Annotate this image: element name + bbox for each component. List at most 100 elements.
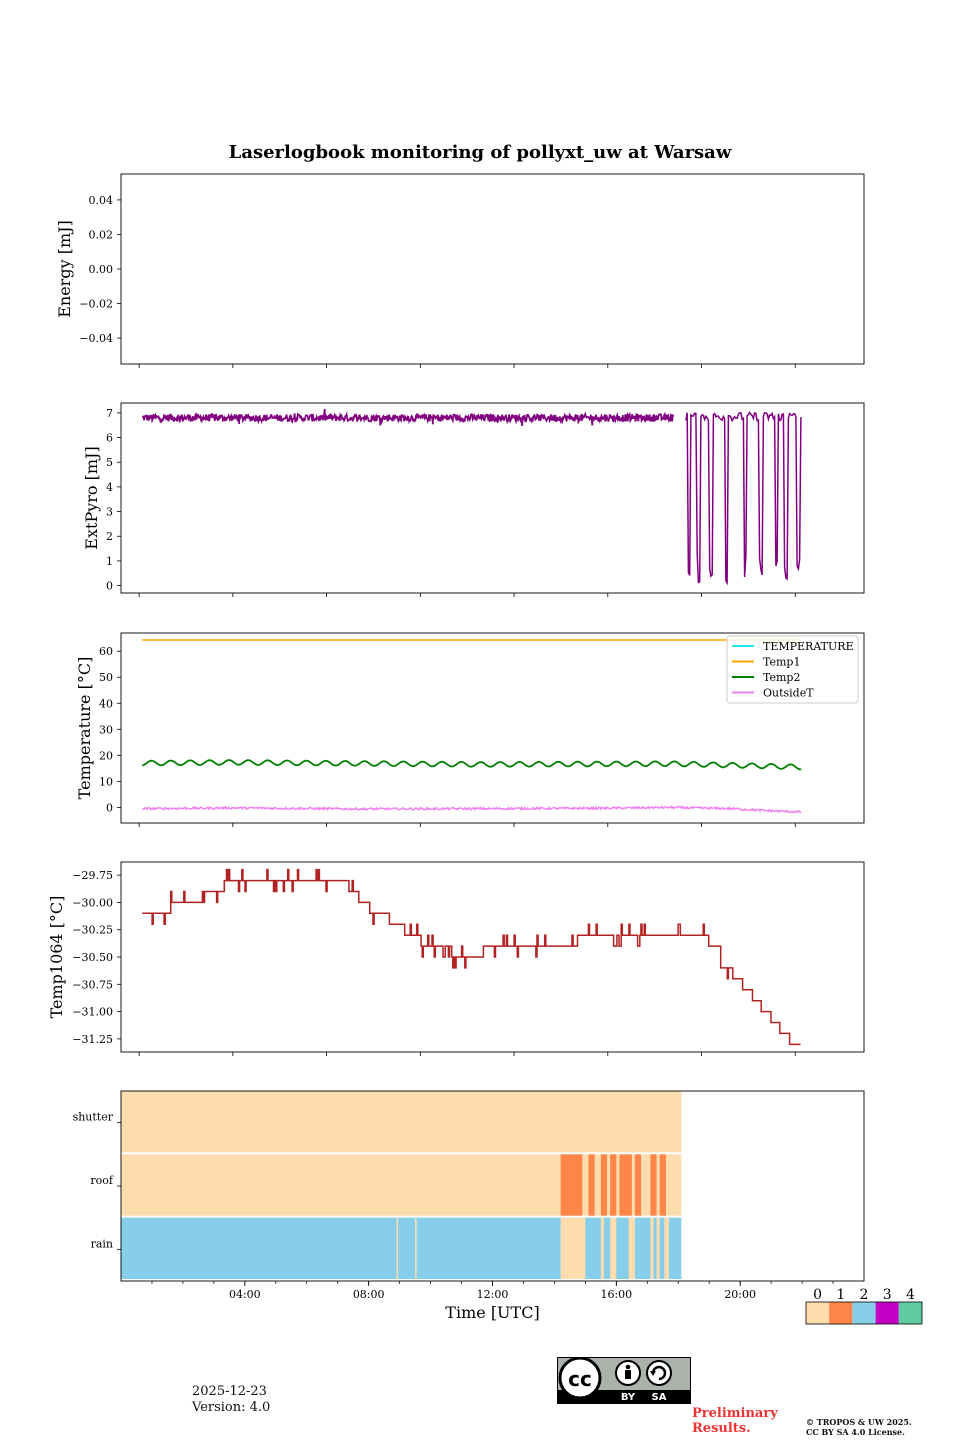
footer-date: 2025-12-23: [192, 1384, 267, 1399]
x-tick-label: 12:00: [477, 1288, 509, 1301]
badge-by-label: BY: [621, 1392, 636, 1403]
status-segment: [588, 1154, 595, 1216]
y-tick-label: −30.50: [72, 951, 113, 964]
status-segment: [656, 1217, 660, 1279]
y-tick-label: 5: [106, 456, 113, 469]
y-tick-label: −0.02: [79, 298, 113, 311]
legend-label: TEMPERATURE: [763, 640, 854, 653]
y-tick-label: 6: [106, 432, 113, 445]
legend-label: Temp1: [763, 656, 800, 669]
y-axis-label: Energy [mJ]: [55, 220, 74, 318]
series-line-extpyro-dropouts: [685, 410, 802, 586]
footer-date-version: 2025-12-23 Version: 4.0: [192, 1384, 270, 1416]
y-axis-label: ExtPyro [mJ]: [82, 446, 101, 549]
colorbar-swatch: [898, 1302, 922, 1324]
y-axis-label: Temperature [°C]: [75, 657, 94, 800]
y-tick-label: 20: [99, 749, 113, 762]
y-tick-label: 60: [99, 645, 113, 658]
x-tick-label: 08:00: [353, 1288, 385, 1301]
copyright-line2: CC BY SA 4.0 License.: [806, 1427, 905, 1437]
colorbar-swatch: [829, 1302, 853, 1324]
status-segment: [600, 1217, 604, 1279]
y-tick-label: 3: [106, 506, 113, 519]
colorbar-swatch: [852, 1302, 876, 1324]
colorbar-swatch: [875, 1302, 899, 1324]
panel-temp1064: Temp1064 [°C] −29.75 −30.00 −30.25 −30.50 −30…: [47, 861, 865, 1056]
y-tick-label: 50: [99, 671, 113, 684]
y-tick-label: 30: [99, 723, 113, 736]
y-tick-label: −30.00: [72, 896, 113, 909]
y-tick-label: 1: [106, 555, 113, 568]
colorbar-swatch: [806, 1302, 830, 1324]
preliminary-notice: Preliminary Results.: [692, 1406, 778, 1436]
y-tick-label: 0.02: [89, 228, 114, 241]
row-label-roof: roof: [90, 1174, 114, 1187]
panel-energy: Energy [mJ] 0.04 0.02 0.00 −0.02 −0.04: [55, 173, 865, 368]
colorbar-label: 0: [813, 1287, 822, 1303]
status-segment: [610, 1217, 617, 1279]
x-tick-label: 20:00: [724, 1288, 756, 1301]
y-tick-label: −29.75: [72, 869, 113, 882]
colorbar-label: 4: [906, 1287, 915, 1303]
status-segment: [634, 1154, 642, 1216]
legend-label: OutsideT: [763, 687, 814, 700]
status-row-roof: [121, 1154, 682, 1216]
y-tick-label: −30.75: [72, 978, 113, 991]
y-tick-label: 7: [106, 407, 113, 420]
panel-status: shutter roof rain 04:00 08:00 12:00 16:00 20:00…: [73, 1090, 923, 1325]
cc-license-badge: cc BY SA: [557, 1357, 691, 1404]
series-line-temp2: [141, 759, 802, 771]
y-tick-label: 0.04: [89, 194, 114, 207]
status-segment: [619, 1154, 632, 1216]
y-tick-label: 2: [106, 530, 113, 543]
status-segment: [560, 1154, 583, 1216]
colorbar-label: 1: [836, 1287, 845, 1303]
panel-temperature: Temperature [°C] 60 50 40 30 20 10 0 TEMPERATURE…: [75, 632, 865, 827]
colorbar-label: 2: [860, 1287, 869, 1303]
svg-text:cc: cc: [568, 1367, 592, 1391]
status-segment: [610, 1154, 617, 1216]
legend-label: Temp2: [763, 671, 800, 684]
legend: TEMPERATURE Temp1 Temp2 OutsideT: [726, 635, 859, 704]
status-segment: [650, 1154, 657, 1216]
series-line-outsidet: [141, 805, 802, 814]
legend-box: [726, 635, 859, 704]
x-tick-label: 04:00: [229, 1288, 261, 1301]
copyright-notice: © TROPOS & UW 2025. CC BY SA 4.0 License…: [806, 1417, 912, 1437]
status-segment: [628, 1217, 635, 1279]
y-tick-label: 0.00: [89, 263, 114, 276]
colorbar-frame: [805, 1301, 923, 1325]
badge-sa-label: SA: [652, 1392, 667, 1403]
figure-title: Laserlogbook monitoring of pollyxt_uw at…: [229, 142, 732, 163]
y-tick-label: −31.25: [72, 1033, 113, 1046]
status-row-shutter: [121, 1091, 682, 1153]
y-tick-label: 10: [99, 775, 113, 788]
status-segment: [396, 1217, 399, 1279]
y-tick-label: 4: [106, 481, 113, 494]
row-label-rain: rain: [91, 1237, 113, 1250]
y-tick-label: 40: [99, 697, 113, 710]
sa-icon: [646, 1360, 672, 1386]
row-label-shutter: shutter: [73, 1111, 114, 1124]
panel-frame: [120, 173, 865, 365]
status-segment: [659, 1154, 666, 1216]
series-line-extpyro: [142, 408, 675, 426]
y-tick-label: −31.00: [72, 1006, 113, 1019]
y-tick-label: 0: [106, 580, 113, 593]
series-line-temp1064: [142, 868, 801, 1046]
footer-version: Version: 4.0: [192, 1400, 271, 1415]
status-segment: [650, 1217, 654, 1279]
y-tick-label: −0.04: [79, 332, 113, 345]
y-axis-label: Temp1064 [°C]: [47, 896, 66, 1019]
colorbar-label: 3: [883, 1287, 892, 1303]
status-segment: [560, 1217, 586, 1279]
x-axis-label: Time [UTC]: [445, 1303, 539, 1322]
panel-frame: [120, 861, 865, 1053]
x-tick-label: 16:00: [600, 1288, 632, 1301]
copyright-line1: © TROPOS & UW 2025.: [806, 1417, 912, 1427]
panel-frame: [120, 402, 865, 594]
status-segment: [415, 1217, 417, 1279]
status-segment: [600, 1154, 608, 1216]
panel-extpyro: ExtPyro [mJ] 7 6 5 4 3 2 1 0: [82, 402, 865, 597]
